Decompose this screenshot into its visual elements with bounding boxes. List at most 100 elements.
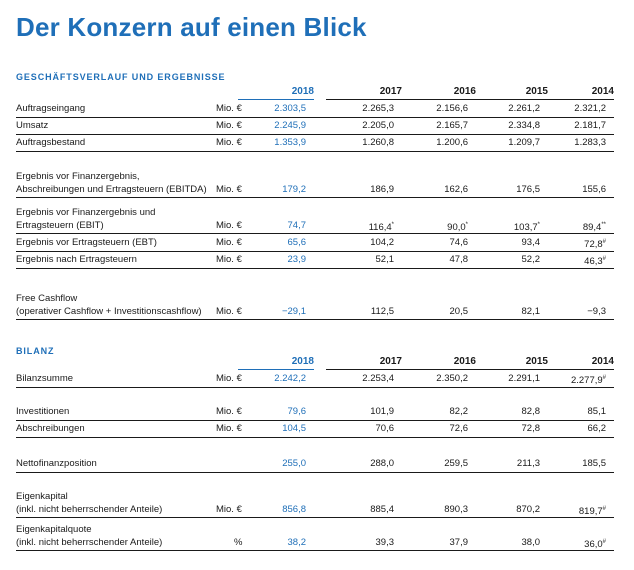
row-label-line1: Ergebnis vor Finanzergebnis,	[16, 171, 140, 182]
value-2014: 2.277,9#	[570, 375, 606, 386]
footnote-mark: #	[602, 256, 606, 262]
value-2014: 185,5	[582, 458, 606, 469]
value-2016: 37,9	[449, 537, 469, 548]
year-2014: 2014	[538, 356, 614, 370]
value-2016: 259,5	[444, 458, 468, 469]
value-2014: 819,7#	[578, 506, 606, 517]
table-row: Eigenkapitalquote (inkl. nicht beherrsch…	[16, 523, 614, 551]
row-label-line1: Eigenkapital	[16, 491, 68, 502]
value-2018: 104,5	[282, 423, 306, 434]
value-2015: 2.334,8	[508, 120, 540, 131]
row-unit: Mio. €	[216, 504, 242, 515]
value-2015: 82,8	[521, 406, 541, 417]
table-row: Nettofinanzposition 255,0 288,0 259,5 21…	[16, 457, 614, 473]
row-label: Abschreibungen	[16, 423, 85, 434]
value-2017: 112,5	[370, 306, 394, 317]
row-unit: Mio. €	[216, 237, 242, 248]
value-2015: 82,1	[521, 306, 541, 317]
value-2017: 885,4	[370, 504, 394, 515]
value-2014: 89,4**	[582, 222, 606, 233]
footnote-mark: *	[537, 222, 540, 228]
year-header-business: 2018 2017 2016 2015 2014	[16, 86, 614, 100]
row-label-line2: Abschreibungen und Ertragsteuern (EBITDA…	[16, 184, 207, 195]
row-unit: Mio. €	[216, 137, 242, 148]
footnote-mark: #	[602, 375, 606, 381]
table-row: Abschreibungen Mio. € 104,5 70,6 72,6 72…	[16, 422, 614, 438]
row-label: Ergebnis nach Ertragsteuern	[16, 254, 137, 265]
value-2014: −9,3	[587, 306, 606, 317]
value-2015: 2.291,1	[508, 373, 540, 384]
row-label: Investitionen	[16, 406, 70, 417]
value-2018: 255,0	[282, 458, 306, 469]
value-2018: 38,2	[287, 537, 307, 548]
value-2018: 79,6	[287, 406, 307, 417]
value-2018: 65,6	[287, 237, 307, 248]
value-2018: 179,2	[282, 184, 306, 195]
value-2016: 2.165,7	[436, 120, 468, 131]
row-label-line1: Eigenkapitalquote	[16, 524, 92, 535]
row-unit: Mio. €	[216, 184, 242, 195]
value-2015: 1.209,7	[508, 137, 540, 148]
value-2018: 2.245,9	[274, 120, 306, 131]
value-2017: 70,6	[375, 423, 395, 434]
table-row: Umsatz Mio. € 2.245,9 2.205,0 2.165,7 2.…	[16, 119, 614, 135]
value-2014: 85,1	[587, 406, 607, 417]
value-2016: 82,2	[449, 406, 469, 417]
row-unit: Mio. €	[216, 306, 242, 317]
value-2014: 155,6	[582, 184, 606, 195]
value-2017: 2.265,3	[362, 103, 394, 114]
value-2016: 47,8	[449, 254, 469, 265]
value-2018: 856,8	[282, 504, 306, 515]
footnote-mark: #	[602, 506, 606, 512]
row-unit: Mio. €	[216, 254, 242, 265]
year-2016: 2016	[400, 356, 476, 370]
value-2014: 2.321,2	[574, 103, 606, 114]
table-row: Bilanzsumme Mio. € 2.242,2 2.253,4 2.350…	[16, 372, 614, 388]
value-2017: 116,4*	[368, 222, 394, 233]
row-unit: Mio. €	[216, 406, 242, 417]
year-2014: 2014	[538, 86, 614, 100]
year-2015: 2015	[472, 86, 548, 100]
value-2014: 66,2	[587, 423, 607, 434]
year-2017: 2017	[326, 356, 402, 370]
row-unit: Mio. €	[216, 220, 242, 231]
footnote-mark: #	[602, 239, 606, 245]
value-2015: 870,2	[516, 504, 540, 515]
table-row: Investitionen Mio. € 79,6 101,9 82,2 82,…	[16, 405, 614, 421]
value-2017: 104,2	[370, 237, 394, 248]
value-2018: −29,1	[281, 306, 306, 317]
row-label-line2: (inkl. nicht beherrschender Anteile)	[16, 537, 163, 548]
row-label-line1: Ergebnis vor Finanzergebnis und	[16, 207, 156, 218]
value-2017: 2.205,0	[362, 120, 394, 131]
section-heading-balance: BILANZ	[16, 346, 55, 356]
row-label: Umsatz	[16, 120, 49, 131]
footnote-mark: *	[465, 222, 468, 228]
row-unit: Mio. €	[216, 103, 242, 114]
table-row: Ergebnis vor Ertragsteuern (EBT) Mio. € …	[16, 236, 614, 252]
row-label-line2: Ertragsteuern (EBIT)	[16, 220, 104, 231]
row-label-line1: Free Cashflow	[16, 293, 78, 304]
value-2017: 101,9	[370, 406, 394, 417]
year-2015: 2015	[472, 356, 548, 370]
value-2016: 1.200,6	[436, 137, 468, 148]
value-2015: 93,4	[521, 237, 541, 248]
row-unit: Mio. €	[216, 373, 242, 384]
row-unit: Mio. €	[216, 423, 242, 434]
row-label: Nettofinanzposition	[16, 458, 97, 469]
table-row: Ergebnis nach Ertragsteuern Mio. € 23,9 …	[16, 253, 614, 269]
table-row: Free Cashflow (operativer Cashflow + Inv…	[16, 292, 614, 320]
year-2018: 2018	[238, 356, 314, 370]
year-2018: 2018	[238, 86, 314, 100]
value-2016: 20,5	[449, 306, 469, 317]
table-row: Ergebnis vor Finanzergebnis und Ertragst…	[16, 206, 614, 234]
value-2018: 2.242,2	[274, 373, 306, 384]
value-2015: 211,3	[516, 458, 540, 469]
value-2018: 2.303,5	[274, 103, 306, 114]
value-2015: 72,8	[521, 423, 541, 434]
year-2017: 2017	[326, 86, 402, 100]
table-row: Auftragseingang Mio. € 2.303,5 2.265,3 2…	[16, 102, 614, 118]
value-2015: 2.261,2	[508, 103, 540, 114]
row-label: Auftragsbestand	[16, 137, 86, 148]
table-row: Ergebnis vor Finanzergebnis, Abschreibun…	[16, 170, 614, 198]
value-2014: 72,8#	[584, 239, 606, 250]
